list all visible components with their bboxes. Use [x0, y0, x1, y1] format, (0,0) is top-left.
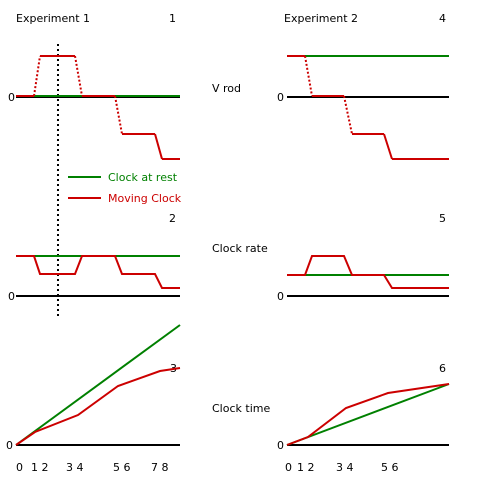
panel-number-2: 2 — [169, 212, 176, 225]
zero-label-3: 0 — [6, 439, 13, 452]
zero-label-4: 0 — [277, 91, 284, 104]
zero-label-1: 0 — [8, 91, 15, 104]
panel-5-moving-line — [287, 255, 449, 289]
panel-number-1: 1 — [169, 12, 176, 25]
panel-3-moving-line — [15, 367, 181, 446]
panel-2-moving-line — [16, 255, 180, 289]
x-tick-right-2: 3 4 — [336, 461, 354, 474]
panel-1-moving-drop2 — [154, 133, 163, 160]
row-label-clock-time: Clock time — [212, 402, 270, 415]
x-tick-left-4: 7 8 — [151, 461, 169, 474]
panel-4-moving-fall — [304, 55, 313, 97]
panel-number-4: 4 — [439, 12, 446, 25]
panel-1-moving-drop1 — [114, 95, 123, 135]
x-tick-left-0: 0 — [16, 461, 23, 474]
panel-1-moving-rise — [33, 55, 41, 97]
x-tick-left-1: 1 2 — [31, 461, 49, 474]
panel-1-moving-fall — [74, 55, 83, 97]
panel-number-6: 6 — [439, 362, 446, 375]
legend-rest-label: Clock at rest — [108, 171, 178, 184]
zero-label-2: 0 — [8, 290, 15, 303]
panel-number-5: 5 — [439, 212, 446, 225]
experiment-2-title: Experiment 2 — [284, 12, 358, 25]
zero-label-5: 0 — [277, 290, 284, 303]
row-label-clock-rate: Clock rate — [212, 242, 268, 255]
x-tick-left-2: 3 4 — [66, 461, 84, 474]
x-tick-right-0: 0 — [285, 461, 292, 474]
legend-moving-label: Moving Clock — [108, 192, 182, 205]
panel-3-rest-line — [15, 324, 181, 446]
panel-4-moving-drop1 — [343, 95, 353, 135]
x-tick-left-3: 5 6 — [113, 461, 131, 474]
row-label-v-rod: V rod — [212, 82, 241, 95]
panel-6-rest-line — [286, 383, 450, 446]
x-tick-right-1: 1 2 — [297, 461, 315, 474]
panel-4-moving-drop2 — [383, 133, 393, 160]
x-tick-right-3: 5 6 — [381, 461, 399, 474]
zero-label-6: 0 — [277, 439, 284, 452]
experiment-1-title: Experiment 1 — [16, 12, 90, 25]
panel-6-moving-line — [286, 383, 450, 446]
